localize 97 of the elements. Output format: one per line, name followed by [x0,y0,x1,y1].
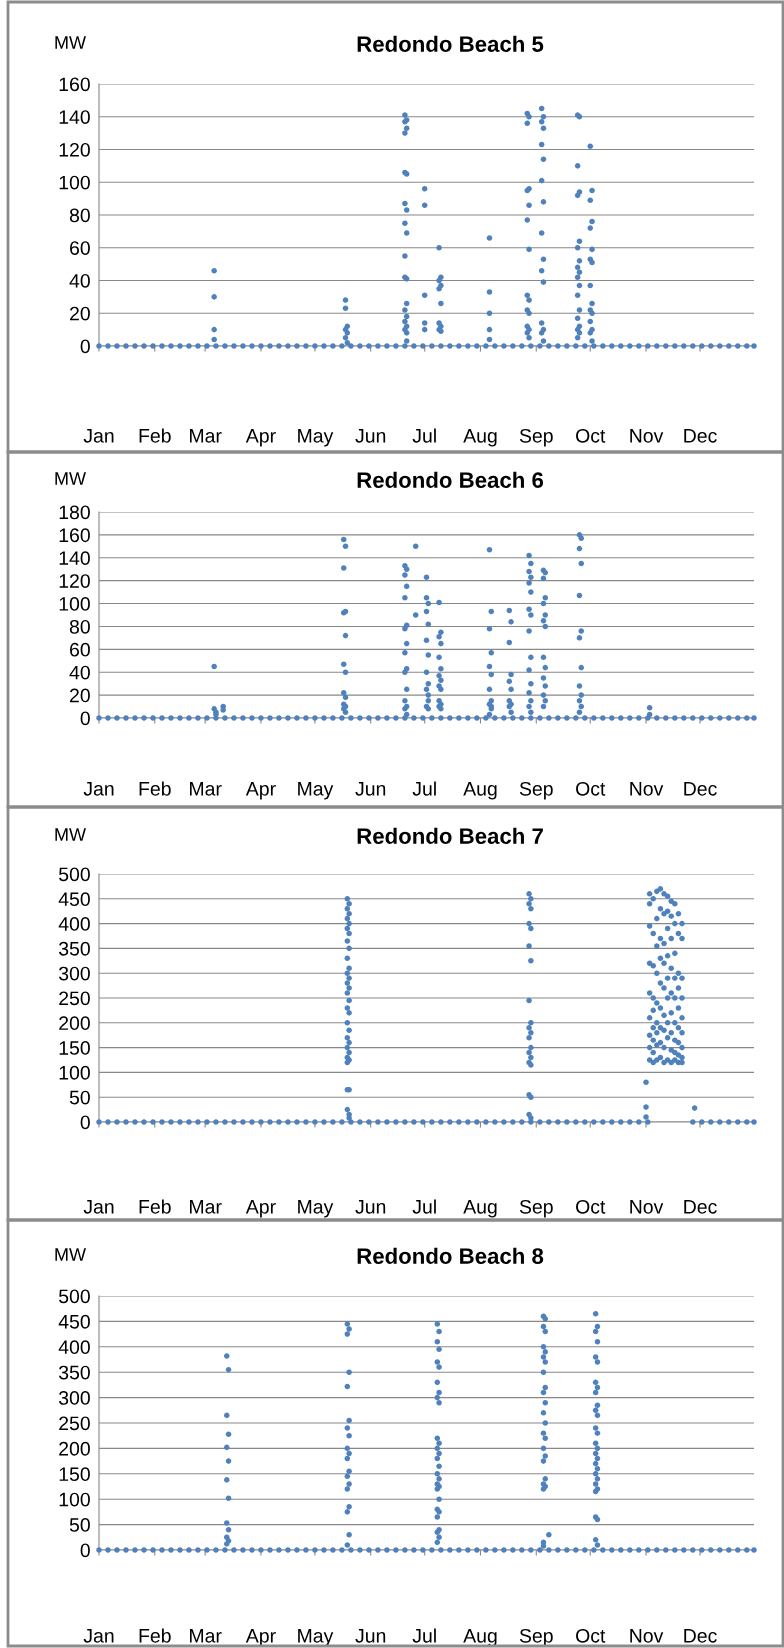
x-tick-label: Oct [576,781,606,796]
x-tick-label: Mar [190,782,222,796]
chart-title: Redondo Beach 5 [357,35,544,52]
y-tick-label: 400 [58,1340,90,1355]
x-tick-label: Jun [355,782,386,796]
y-tick-label: 0 [80,1115,90,1130]
y-tick-label: 60 [70,642,90,657]
y-tick-label: 150 [59,1041,90,1055]
y-tick-label: 140 [59,551,90,566]
y-tick-label: 300 [58,1391,90,1405]
y-tick-label: 0 [80,1543,90,1558]
y-tick-label: 160 [59,77,90,92]
x-tick-label: Feb [139,1628,171,1643]
x-tick-label: Jun [355,1200,386,1214]
y-tick-label: 200 [59,1441,90,1456]
x-tick-label: Feb [139,1199,171,1214]
y-tick-label: 500 [59,1289,90,1304]
y-tick-label: 20 [70,688,90,703]
x-tick-label: Jul [412,1628,436,1643]
x-tick-label: Sep [519,1628,553,1647]
y-tick-label: 350 [58,1365,90,1380]
y-tick-label: 180 [59,505,90,520]
x-tick-label: Jan [83,782,114,796]
x-tick-label: Dec [684,1200,717,1214]
x-tick-label: Jul [412,1199,436,1214]
chart-title: Redondo Beach 7 [357,827,543,844]
y-tick-label: 200 [59,1016,90,1031]
y-tick-label: 150 [59,1467,90,1482]
x-tick-label: Jul [412,428,436,443]
x-tick-label: Sep [519,781,553,800]
y-axis-title: MW [55,1248,86,1261]
x-tick-label: Jul [412,781,436,796]
x-tick-label: Dec [684,1629,717,1643]
x-tick-label: Apr [245,782,276,800]
x-tick-label: Aug [463,1200,497,1218]
x-tick-label: Apr [245,1629,276,1647]
y-tick-label: 60 [70,241,90,255]
y-tick-label: 50 [69,1518,90,1532]
x-tick-label: Sep [519,1199,553,1218]
y-axis-title: MW [55,472,86,485]
chart-title: Redondo Beach 8 [357,1247,544,1264]
y-tick-label: 100 [59,1065,90,1080]
y-axis-title: MW [55,36,86,49]
x-tick-label: May [298,429,334,447]
x-tick-label: Nov [630,1200,664,1214]
y-tick-label: 0 [80,711,90,726]
x-tick-label: Mar [190,1629,222,1643]
x-tick-label: Jun [355,1629,386,1643]
x-tick-label: Aug [463,429,497,447]
x-tick-label: Dec [684,429,717,443]
y-tick-label: 100 [59,597,90,611]
chart-title: Redondo Beach 6 [357,471,544,488]
y-tick-label: 40 [69,273,90,288]
x-tick-label: Aug [463,1629,497,1647]
x-tick-label: Jan [83,1629,114,1643]
x-tick-label: Feb [139,428,171,443]
x-tick-label: Dec [684,782,717,796]
y-tick-label: 250 [59,991,90,1006]
y-tick-label: 0 [80,339,90,354]
y-tick-label: 20 [70,306,90,321]
x-tick-label: Oct [576,428,606,443]
y-tick-label: 120 [59,142,90,157]
y-tick-label: 350 [58,941,90,956]
y-tick-label: 80 [69,619,90,634]
y-tick-label: 140 [59,110,90,124]
y-tick-label: 40 [69,665,90,680]
x-tick-label: Apr [245,429,276,447]
y-tick-label: 100 [59,1492,90,1507]
y-tick-label: 100 [59,175,90,190]
x-tick-label: Nov [630,429,664,443]
y-tick-label: 500 [59,867,90,882]
x-tick-label: Sep [519,428,553,447]
y-tick-label: 450 [58,1314,90,1329]
y-tick-label: 80 [69,208,90,223]
y-tick-label: 160 [59,528,90,543]
x-tick-label: Jun [355,429,386,443]
y-tick-label: 120 [59,574,90,588]
x-tick-label: Jan [83,1200,114,1214]
x-tick-label: Aug [463,782,497,800]
y-tick-label: 450 [58,892,90,907]
y-tick-label: 400 [58,917,90,931]
x-tick-label: May [298,1629,334,1647]
x-tick-label: Oct [576,1199,606,1214]
x-tick-label: Apr [245,1200,276,1218]
x-tick-label: Nov [630,1629,664,1643]
x-tick-label: May [298,782,334,800]
x-tick-label: Nov [630,782,664,796]
x-tick-label: Jan [83,429,114,443]
y-tick-label: 300 [58,966,90,981]
x-tick-label: Mar [190,1200,222,1214]
x-tick-label: Feb [139,781,171,796]
x-tick-label: May [298,1200,334,1218]
x-tick-label: Oct [576,1628,606,1643]
y-axis-title: MW [55,828,86,841]
y-tick-label: 50 [69,1090,90,1105]
x-tick-label: Mar [190,429,222,443]
y-tick-label: 250 [59,1416,90,1431]
